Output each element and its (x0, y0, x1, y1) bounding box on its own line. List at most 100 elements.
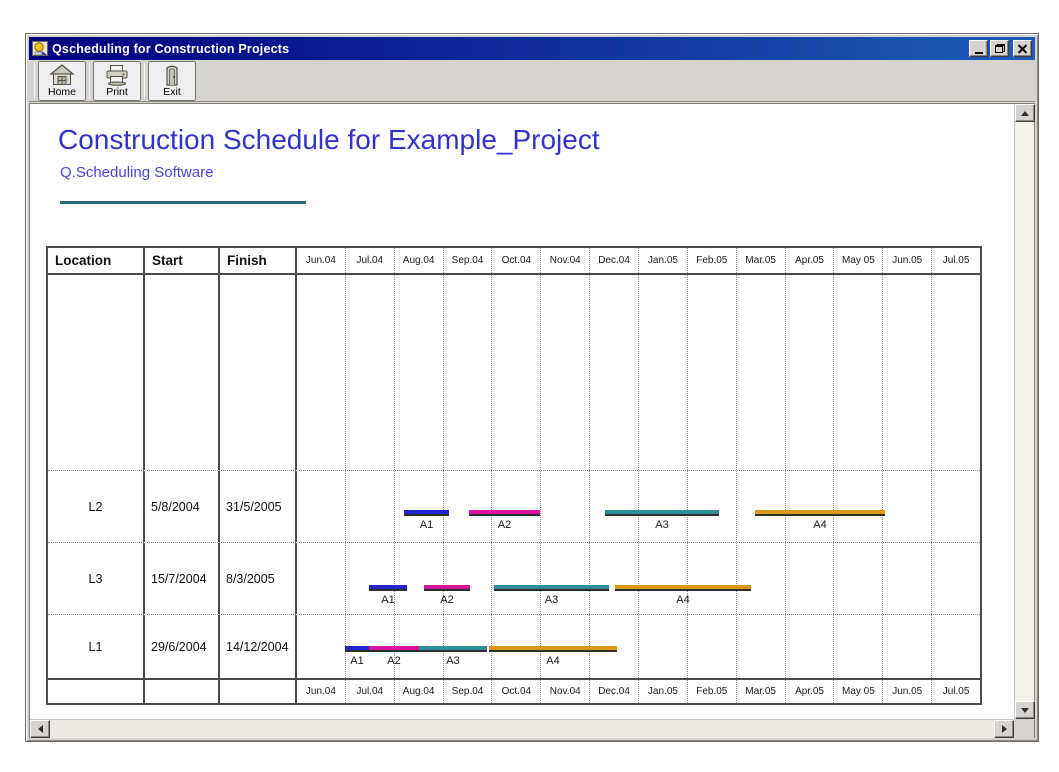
month-gridline (540, 471, 589, 542)
scrollbar-corner (1014, 719, 1034, 738)
activity-label: A1 (381, 594, 395, 606)
month-gridline (344, 543, 394, 614)
month-header: Mar.05 (735, 680, 785, 703)
month-gridline (686, 543, 736, 614)
month-gridline (297, 471, 345, 542)
month-header: May 05 (833, 248, 882, 273)
toolbar-button-home[interactable]: Home (38, 60, 86, 101)
month-gridline (735, 615, 785, 678)
month-label: Jan.05 (647, 255, 678, 266)
home-icon (49, 63, 75, 86)
month-header: Apr.05 (784, 248, 834, 273)
activity-bar-a3 (605, 510, 719, 516)
gantt-table: Location Start Finish Jun.04 Jul.04 Aug.04… (46, 246, 982, 705)
month-gridline (638, 471, 687, 542)
month-header: Jun.04 (297, 248, 345, 273)
month-label: Sep.04 (451, 686, 484, 697)
month-gridline (589, 275, 638, 470)
horizontal-scrollbar[interactable] (30, 719, 1014, 738)
gantt-row-L1: L1 29/6/2004 14/12/2004 A1 A2 A3 A4 (48, 615, 980, 678)
month-gridline (638, 275, 687, 470)
window-title: Qscheduling for Construction Projects (52, 41, 290, 56)
month-header: Jun.05 (882, 680, 931, 703)
month-label: Mar.05 (745, 255, 776, 266)
month-gridline (638, 543, 687, 614)
empty-start-cell (145, 275, 220, 470)
report-viewport: Construction Schedule for Example_Projec… (29, 103, 1035, 738)
minimize-icon (974, 52, 983, 54)
month-gridline (344, 275, 394, 470)
month-label: Dec.04 (598, 255, 630, 266)
activity-bar-a3 (419, 646, 487, 652)
activity-label: A1 (350, 655, 364, 667)
month-gridline (735, 543, 785, 614)
activity-label: A4 (676, 594, 690, 606)
month-gridline (442, 471, 492, 542)
footer-empty-start (145, 680, 220, 703)
month-gridline (833, 615, 882, 678)
titlebar[interactable]: Qscheduling for Construction Projects (29, 37, 1035, 60)
month-gridline (686, 615, 736, 678)
month-header: Aug.04 (393, 680, 443, 703)
month-label: May 05 (841, 255, 875, 266)
month-label: Jun.05 (892, 686, 923, 697)
month-gridline (491, 543, 540, 614)
month-gridline (393, 471, 443, 542)
activity-bar-a4 (614, 585, 751, 591)
toolbar-button-print[interactable]: Print (93, 60, 141, 101)
activity-bar-a2 (424, 585, 470, 591)
gantt-row-L2: L2 5/8/2004 31/5/2005 A1 A2 A3 A4 (48, 471, 980, 543)
activity-label: A2 (387, 655, 401, 667)
month-gridline (784, 471, 834, 542)
month-gridline (540, 543, 589, 614)
activity-bar-a1 (404, 510, 449, 516)
minimize-button[interactable] (969, 40, 988, 57)
month-header: Aug.04 (393, 248, 443, 273)
month-label: Sep.04 (451, 255, 484, 266)
month-header: Sep.04 (442, 248, 492, 273)
location-cell: L1 (48, 615, 145, 678)
month-gridline (540, 275, 589, 470)
toolbar-button-exit[interactable]: Exit (148, 60, 196, 101)
month-header: Nov.04 (540, 680, 589, 703)
gantt-row-L3: L3 15/7/2004 8/3/2005 A1 A2 A3 A4 (48, 543, 980, 615)
scroll-up-button[interactable] (1015, 104, 1035, 122)
month-label: Apr.05 (795, 255, 824, 266)
month-label: Jun.04 (305, 686, 336, 697)
month-header: May 05 (833, 680, 882, 703)
month-label: Mar.05 (745, 686, 776, 697)
month-header: Jul.04 (344, 680, 394, 703)
start-date-cell: 15/7/2004 (145, 543, 220, 614)
month-gridline (784, 275, 834, 470)
vertical-scrollbar[interactable] (1014, 104, 1035, 719)
month-header: Feb.05 (686, 248, 736, 273)
scroll-down-button[interactable] (1015, 701, 1035, 719)
month-label: Feb.05 (696, 686, 728, 697)
maximize-button[interactable] (990, 40, 1009, 57)
month-header: Jan.05 (638, 248, 687, 273)
month-gridline (491, 275, 540, 470)
month-label: Aug.04 (402, 255, 435, 266)
app-window: Qscheduling for Construction Projects Ho… (25, 33, 1039, 742)
accent-rule (60, 201, 306, 204)
activity-label: A4 (546, 655, 560, 667)
activity-label: A2 (497, 519, 512, 531)
activity-bar-a1 (369, 585, 407, 591)
month-gridline (833, 471, 882, 542)
month-label: Feb.05 (696, 255, 728, 266)
month-header: Jan.05 (638, 680, 687, 703)
scroll-right-icon (1001, 725, 1007, 733)
month-header: Jun.05 (882, 248, 931, 273)
header-months: Jun.04 Jul.04 Aug.04 Sep.04 Oct.04 Nov.04 Dec.… (297, 248, 980, 273)
scroll-right-button[interactable] (994, 720, 1014, 738)
month-gridline (442, 275, 492, 470)
scroll-left-button[interactable] (30, 720, 50, 738)
scroll-up-icon (1021, 110, 1029, 116)
activity-bar-a2 (469, 510, 540, 516)
close-icon (1018, 44, 1027, 53)
month-header: Jul.05 (931, 680, 980, 703)
month-label: Apr.05 (795, 686, 824, 697)
activity-label: A1 (419, 519, 434, 531)
close-button[interactable] (1013, 40, 1032, 57)
month-gridline (882, 615, 931, 678)
